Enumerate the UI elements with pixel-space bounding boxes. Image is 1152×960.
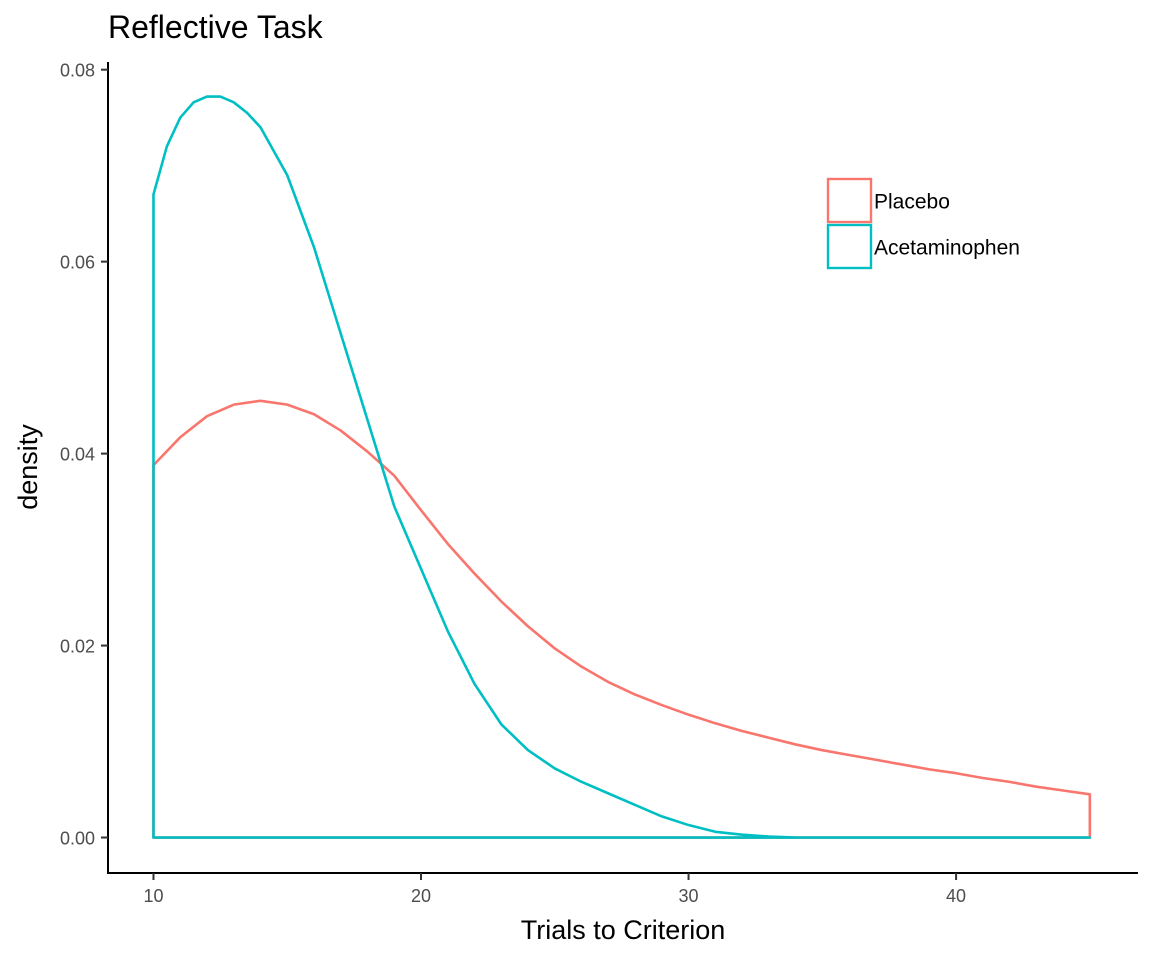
chart-title: Reflective Task xyxy=(108,9,324,45)
legend-key-acetaminophen xyxy=(826,223,873,270)
legend-label-acetaminophen: Acetaminophen xyxy=(874,237,1020,260)
series-layer xyxy=(152,95,1092,839)
x-tick-label: 30 xyxy=(679,886,699,906)
x-tick-label: 20 xyxy=(411,886,431,906)
x-axis-ticks: 10 20 30 40 xyxy=(143,873,966,906)
y-tick-label: 0.04 xyxy=(60,445,95,465)
y-tick-label: 0.08 xyxy=(60,61,95,81)
legend: Placebo Acetaminophen xyxy=(826,177,1020,270)
density-curve-acetaminophen xyxy=(152,95,1092,839)
legend-label-placebo: Placebo xyxy=(874,191,950,214)
y-tick-label: 0.02 xyxy=(60,637,95,657)
y-axis-title: density xyxy=(13,424,43,510)
y-tick-label: 0.06 xyxy=(60,253,95,273)
x-tick-label: 40 xyxy=(946,886,966,906)
legend-key-placebo xyxy=(826,177,873,224)
x-axis-title: Trials to Criterion xyxy=(521,915,726,945)
density-curve-placebo xyxy=(152,399,1092,839)
y-tick-label: 0.00 xyxy=(60,829,95,849)
y-axis-ticks: 0.00 0.02 0.04 0.06 0.08 xyxy=(60,61,108,849)
x-tick-label: 10 xyxy=(143,886,163,906)
